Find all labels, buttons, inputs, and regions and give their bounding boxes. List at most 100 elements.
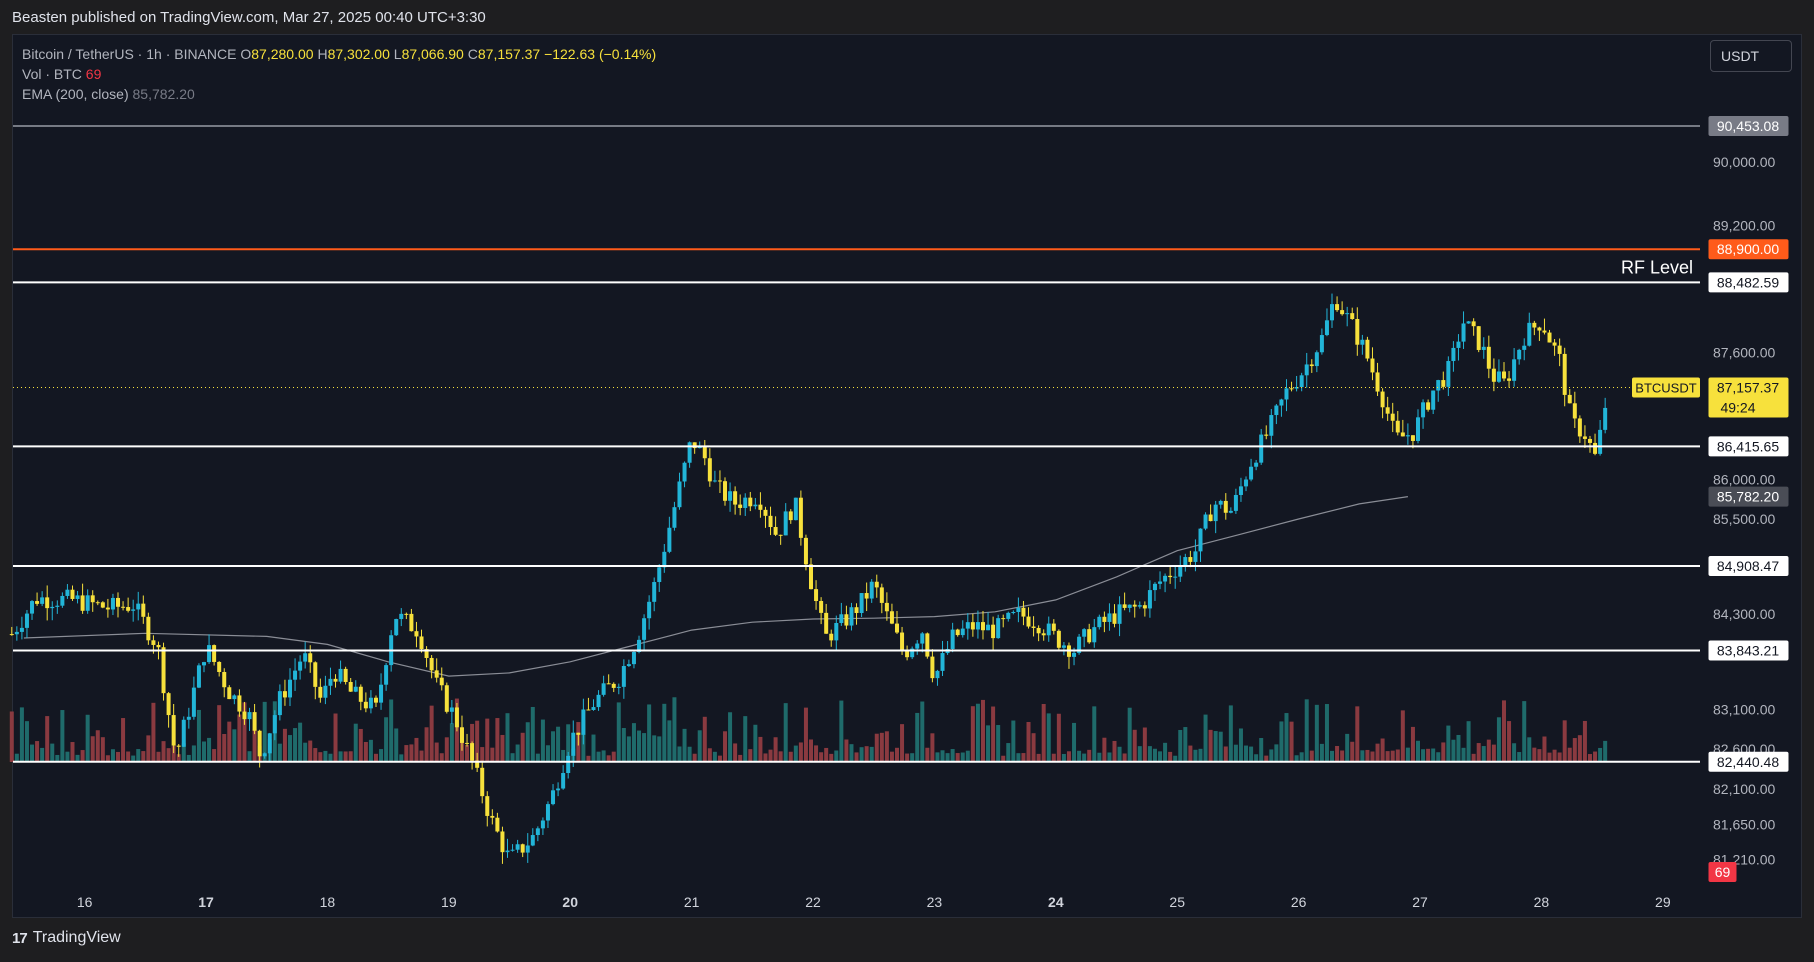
open-value: 87,280.00 [251, 46, 314, 62]
candle-up [571, 732, 576, 756]
candle-down [748, 497, 753, 507]
candle-down [409, 613, 414, 632]
volume-bar-up [910, 753, 915, 762]
candle-down [763, 509, 768, 516]
volume-bar-up [667, 720, 672, 762]
candle-down [1486, 346, 1491, 369]
x-tick-label: 16 [77, 894, 93, 910]
volume-bar-down [105, 755, 110, 762]
volume-bar-up [379, 749, 384, 762]
volume-bar-up [687, 746, 692, 762]
volume-bar-up [277, 743, 282, 762]
volume-bar-up [1461, 747, 1466, 762]
volume-bar-up [1279, 721, 1284, 762]
volume-bar-down [1426, 748, 1431, 762]
currency-button[interactable]: USDT [1710, 40, 1792, 72]
volume-bar-up [1481, 746, 1486, 762]
volume-bar-down [217, 705, 222, 762]
ema-row: EMA (200, close) 85,782.20 [22, 84, 656, 104]
volume-bar-up [303, 742, 308, 762]
candle-up [1254, 462, 1259, 467]
volume-bar-up [1203, 714, 1208, 762]
candle-down [490, 815, 495, 818]
volume-bar-down [1577, 735, 1582, 762]
candle-up [1304, 364, 1309, 376]
ema-price-label: 85,782.20 [1717, 489, 1779, 505]
candle-up [1284, 388, 1289, 400]
candle-down [758, 504, 763, 510]
volume-bar-up [131, 755, 136, 762]
chart-frame[interactable] [12, 34, 1802, 918]
volume-tag-label: 69 [1715, 864, 1731, 880]
level-price-label: 86,415.65 [1717, 438, 1779, 454]
candle-down [955, 629, 960, 636]
candle-up [1152, 583, 1157, 591]
volume-bar-down [171, 745, 176, 762]
candle-down [333, 678, 338, 682]
candle-down [1223, 500, 1228, 513]
candle-down [520, 844, 525, 853]
volume-bar-up [601, 750, 606, 762]
candle-up [1082, 629, 1087, 637]
y-tick-label: 82,100.00 [1713, 781, 1775, 797]
candle-up [1451, 347, 1456, 362]
volume-bar-up [1117, 746, 1122, 762]
volume-bar-up [1598, 747, 1603, 762]
candle-up [915, 643, 920, 649]
volume-bar-up [1147, 746, 1152, 762]
candle-down [1051, 623, 1056, 631]
volume-bar-down [1208, 729, 1213, 762]
volume-bar-up [1254, 754, 1259, 762]
candle-down [1426, 402, 1431, 410]
volume-bar-down [1031, 733, 1036, 762]
symbol-title[interactable]: Bitcoin / TetherUS · 1h · BINANCE [22, 46, 237, 62]
candle-up [728, 491, 733, 501]
ema-label[interactable]: EMA (200, close) [22, 86, 129, 102]
x-tick-label: 23 [927, 894, 943, 910]
volume-bar-up [1299, 752, 1304, 762]
candle-down [1537, 327, 1542, 331]
volume-bar-up [1446, 725, 1451, 762]
volume-bar-down [1557, 752, 1562, 762]
candle-up [287, 679, 292, 698]
volume-bar-down [819, 752, 824, 762]
volume-bar-up [399, 754, 404, 762]
volume-bar-up [1405, 747, 1410, 762]
volume-bar-up [743, 716, 748, 762]
candle-down [1572, 403, 1577, 419]
volume-bar-down [70, 742, 75, 762]
candle-down [829, 633, 834, 641]
candle-up [1512, 359, 1517, 381]
candle-down [444, 685, 449, 712]
volume-bar-up [1183, 727, 1188, 762]
candle-down [237, 695, 242, 712]
candle-down [414, 631, 419, 637]
volume-bar-down [1112, 740, 1117, 762]
candle-up [262, 753, 267, 757]
last-price-tag [1708, 377, 1789, 418]
candle-down [809, 564, 814, 590]
candle-down [1471, 321, 1476, 327]
level-price-label: 88,900.00 [1717, 241, 1779, 257]
volume-bar-up [1213, 731, 1218, 762]
candle-up [328, 678, 333, 686]
candle-up [338, 668, 343, 682]
candle-down [9, 634, 14, 636]
volume-bar-up [328, 753, 333, 762]
volume-bar-up [591, 734, 596, 762]
volume-label[interactable]: Vol · BTC [22, 66, 82, 82]
candle-down [905, 650, 910, 658]
volume-bar-down [1593, 751, 1598, 762]
volume-bar-up [783, 703, 788, 762]
volume-bar-up [1218, 731, 1223, 762]
volume-bar-up [1456, 734, 1461, 762]
volume-bar-down [439, 753, 444, 762]
volume-bar-up [540, 719, 545, 762]
candle-down [778, 534, 783, 536]
candle-up [1314, 352, 1319, 367]
volume-bar-down [748, 749, 753, 762]
x-tick-label: 18 [320, 894, 336, 910]
level-price-tag [1708, 555, 1789, 576]
candle-down [419, 636, 424, 650]
